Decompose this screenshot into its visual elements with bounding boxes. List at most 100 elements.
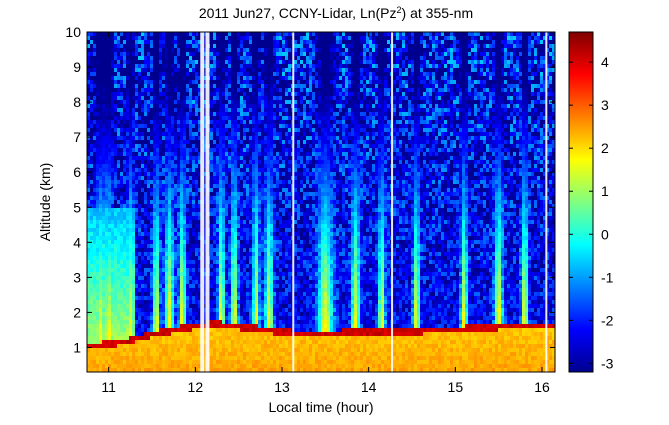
heatmap-cell [141,36,144,40]
heatmap-cell [288,32,291,36]
heatmap-cell [510,116,513,120]
heatmap-cell [342,96,345,100]
heatmap-cell [174,48,177,52]
heatmap-cell [534,44,537,48]
heatmap-cell [135,84,138,88]
heatmap-cell [270,48,273,52]
heatmap-cell [498,144,501,148]
heatmap-cell [528,52,531,56]
heatmap-cell [231,40,234,44]
heatmap-cell [117,148,120,152]
heatmap-cell [273,92,276,96]
heatmap-cell [132,108,135,112]
heatmap-cell [345,152,348,156]
heatmap-cell [531,36,534,40]
heatmap-cell [93,124,96,128]
heatmap-cell [354,136,357,140]
heatmap-cell [330,52,333,56]
heatmap-cell [87,152,90,156]
heatmap-cell [543,68,546,72]
heatmap-cell [525,156,528,160]
heatmap-cell [330,56,333,60]
heatmap-cell [294,60,297,64]
heatmap-cell [393,140,396,144]
heatmap-cell [486,64,489,68]
heatmap-cell [381,36,384,40]
heatmap-cell [363,104,366,108]
heatmap-cell [471,44,474,48]
heatmap-cell [189,132,192,136]
heatmap-cell [519,60,522,64]
heatmap-cell [414,104,417,108]
heatmap-cell [519,88,522,92]
heatmap-cell [324,84,327,88]
heatmap-cell [306,120,309,124]
heatmap-cell [120,60,123,64]
heatmap-cell [522,76,525,80]
heatmap-cell [108,64,111,68]
heatmap-cell [423,76,426,80]
heatmap-cell [489,128,492,132]
heatmap-cell [399,88,402,92]
heatmap-cell [234,84,237,88]
heatmap-cell [138,76,141,80]
heatmap-cell [312,144,315,148]
heatmap-cell [177,124,180,128]
heatmap-cell [351,112,354,116]
heatmap-cell [309,36,312,40]
heatmap-cell [375,52,378,56]
heatmap-cell [174,36,177,40]
heatmap-cell [129,44,132,48]
heatmap-cell [411,140,414,144]
heatmap-cell [246,132,249,136]
heatmap-cell [162,96,165,100]
heatmap-cell [492,40,495,44]
heatmap-cell [276,148,279,152]
heatmap-cell [495,156,498,160]
heatmap-cell [381,60,384,64]
heatmap-cell [324,40,327,44]
heatmap-cell [441,124,444,128]
heatmap-cell [261,60,264,64]
heatmap-cell [339,88,342,92]
heatmap-cell [165,56,168,60]
heatmap-cell [549,148,552,152]
heatmap-cell [303,132,306,136]
heatmap-cell [276,128,279,132]
heatmap-cell [165,112,168,116]
heatmap-cell [129,104,132,108]
heatmap-cell [264,80,267,84]
heatmap-cell [396,84,399,88]
heatmap-cell [162,68,165,72]
heatmap-cell [225,76,228,80]
heatmap-cell [312,136,315,140]
heatmap-cell [312,120,315,124]
heatmap-cell [270,136,273,140]
heatmap-cell [492,136,495,140]
heatmap-cell [126,40,129,44]
heatmap-cell [375,96,378,100]
heatmap-cell [435,148,438,152]
heatmap-cell [306,48,309,52]
heatmap-cell [237,36,240,40]
heatmap-cell [399,152,402,156]
heatmap-cell [162,80,165,84]
heatmap-cell [351,140,354,144]
heatmap-cell [450,120,453,124]
heatmap-cell [453,92,456,96]
heatmap-cell [519,36,522,40]
heatmap-cell [552,76,555,80]
heatmap-cell [405,120,408,124]
heatmap-cell [450,128,453,132]
heatmap-cell [540,124,543,128]
heatmap-cell [480,156,483,160]
heatmap-cell [384,124,387,128]
heatmap-cell [249,112,252,116]
heatmap-cell [474,124,477,128]
heatmap-cell [381,116,384,120]
heatmap-cell [276,64,279,68]
heatmap-cell [321,68,324,72]
heatmap-cell [543,116,546,120]
heatmap-cell [159,40,162,44]
heatmap-cell [228,88,231,92]
